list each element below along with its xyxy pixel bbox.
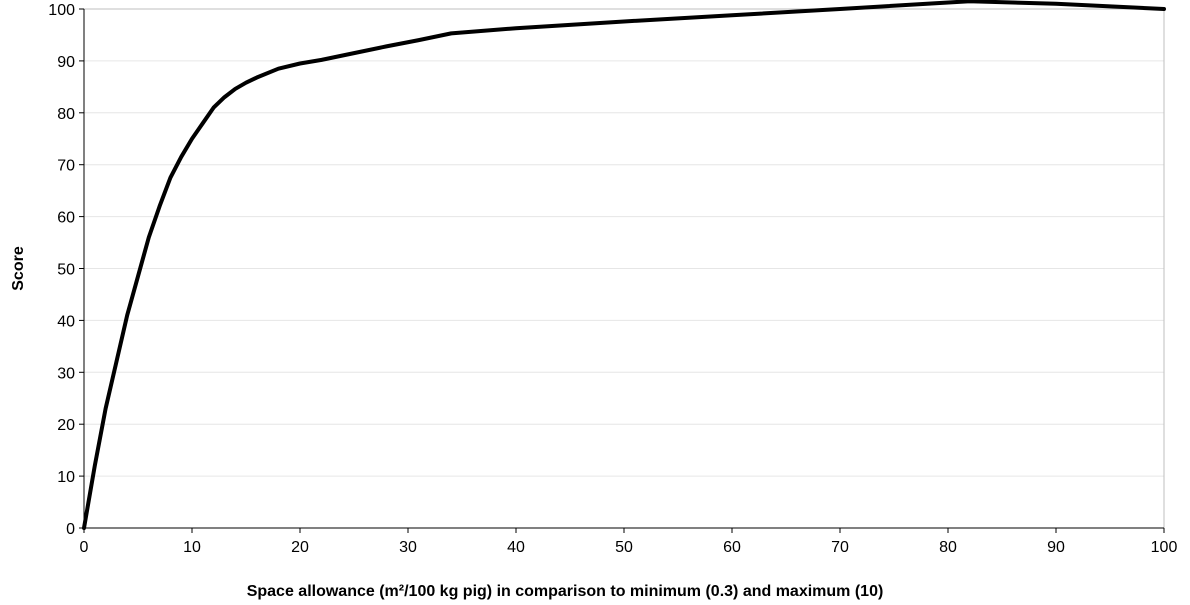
y-tick-label-20: 20 [57,417,75,434]
x-tick-label-70: 70 [831,539,849,556]
x-axis-title: Space allowance (m²/100 kg pig) in compa… [247,583,884,600]
y-tick-label-60: 60 [57,210,75,227]
x-tick-label-100: 100 [1151,539,1178,556]
y-tick-label-0: 0 [66,521,75,538]
y-axis-title: Score [10,246,27,291]
x-tick-label-80: 80 [939,539,957,556]
y-tick-label-100: 100 [48,2,75,19]
x-tick-label-30: 30 [399,539,417,556]
y-tick-label-30: 30 [57,365,75,382]
series-group [82,0,1166,530]
y-tick-label-70: 70 [57,158,75,175]
y-tick-label-80: 80 [57,106,75,123]
y-tick-label-90: 90 [57,54,75,71]
axes [79,8,1165,533]
x-tick-label-10: 10 [183,539,201,556]
x-tick-label-50: 50 [615,539,633,556]
y-tick-label-10: 10 [57,469,75,486]
tick-labels: 0 10 20 30 40 50 60 70 80 90 100 0 10 20 30 40 50 60 70 80 9… [48,2,1177,556]
y-tick-label-50: 50 [57,262,75,279]
x-tick-label-90: 90 [1047,539,1065,556]
x-tick-label-20: 20 [291,539,309,556]
y-tick-label-40: 40 [57,313,75,330]
x-tick-label-60: 60 [723,539,741,556]
gridlines [84,8,1164,477]
x-tick-label-40: 40 [507,539,525,556]
x-tick-label-0: 0 [80,539,89,556]
series-line-1 [82,0,1166,530]
